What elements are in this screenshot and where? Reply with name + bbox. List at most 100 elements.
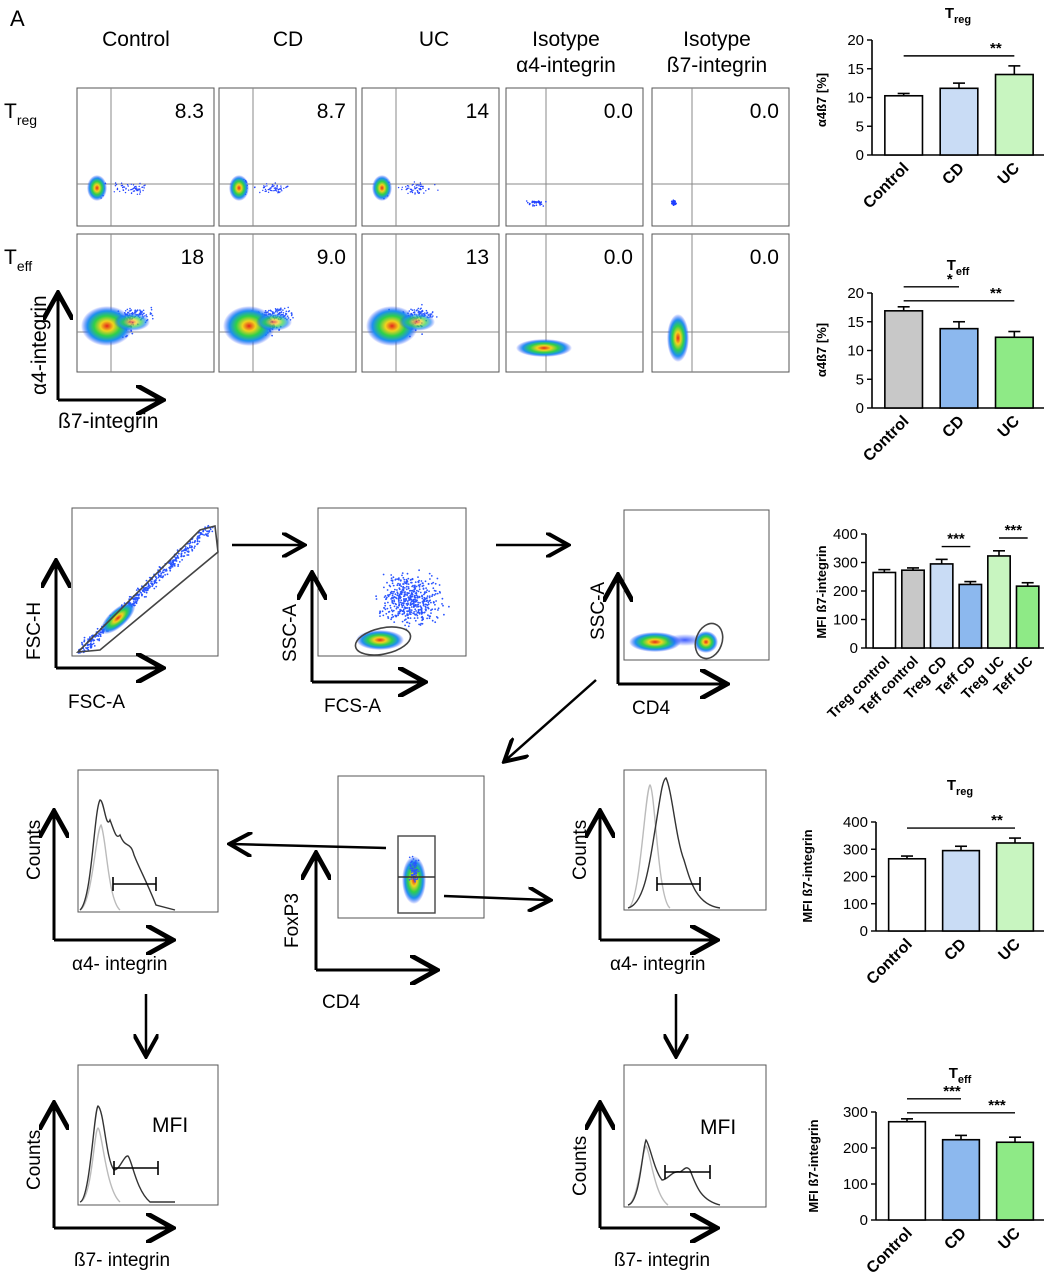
density-core xyxy=(87,175,107,201)
significance-label: *** xyxy=(947,531,965,548)
bar-chart-4: 0 100 200 300 MFI ß7-integrin Teff Control CD UC… xyxy=(806,1065,1044,1277)
y-tick-label: 5 xyxy=(856,118,864,135)
bar xyxy=(1015,585,1040,649)
y-axis-title: α4ß7 [%] xyxy=(814,323,829,377)
hist-right-beta7 xyxy=(623,1064,767,1208)
y-tick-label: 10 xyxy=(847,343,864,360)
y-tick-label: 100 xyxy=(843,1176,868,1193)
arrow-to-right-hist xyxy=(443,896,548,900)
histogram-curve xyxy=(627,1145,669,1206)
category-label: UC xyxy=(995,412,1024,441)
hist-left-beta7 xyxy=(77,1064,219,1206)
y-tick-label: 20 xyxy=(847,285,864,302)
bar-chart-0: 0 5 10 15 20 α4ß7 [%] Treg Control CD UC ** xyxy=(814,5,1044,212)
y-tick-label: 10 xyxy=(847,90,864,107)
y-tick-label: 20 xyxy=(847,32,864,49)
y-axis-alpha4: α4-integrin xyxy=(28,295,51,395)
chart-title: Treg xyxy=(947,777,973,798)
y-axis-label-counts: Counts xyxy=(570,1136,591,1196)
bar xyxy=(987,555,1011,649)
quadrant-percentage: 0.0 xyxy=(604,246,633,269)
flow-plots-top: 8.3 8.7 14 0.0 0.0 18 9.0 13 0.0 0.0 xyxy=(76,87,790,373)
plot-frame xyxy=(623,1064,767,1208)
category-label: Control xyxy=(860,413,912,465)
bar xyxy=(884,310,924,409)
y-axis-title: MFI ß7-integrin xyxy=(814,545,829,638)
density-core xyxy=(516,339,572,357)
plot-frame xyxy=(651,233,790,373)
plot-frame xyxy=(361,87,500,227)
bar xyxy=(887,1120,927,1221)
quadrant-percentage: 0.0 xyxy=(750,246,779,269)
plot-frame xyxy=(218,233,357,373)
col-header-isotype-b: Isotype xyxy=(683,28,751,51)
bar xyxy=(995,1141,1035,1221)
histogram-curve xyxy=(627,777,721,909)
plot-frame xyxy=(77,1064,219,1206)
x-axis-label: CD4 xyxy=(632,698,670,719)
col-header-control: Control xyxy=(102,28,170,51)
y-axis-title: MFI ß7-integrin xyxy=(800,829,815,922)
y-tick-label: 100 xyxy=(843,896,868,913)
x-axis-label: FCS-A xyxy=(324,696,381,717)
gate-polygon xyxy=(75,524,219,653)
bar-chart-3: 0 100 200 300 400 MFI ß7-integrin Treg Control C… xyxy=(800,777,1044,988)
y-tick-label: 15 xyxy=(847,61,864,78)
plot-frame xyxy=(71,507,219,657)
y-tick-label: 0 xyxy=(860,1212,868,1229)
arrow-cd4-to-foxp3 xyxy=(506,679,597,760)
significance-label: *** xyxy=(988,1097,1006,1114)
density-core xyxy=(667,314,689,362)
gate-box xyxy=(397,835,436,914)
category-label: CD xyxy=(941,1225,969,1253)
x-axis-label-alpha4: α4- integrin xyxy=(610,954,705,975)
bar xyxy=(872,571,897,649)
y-axis-label: SSC-A xyxy=(588,582,609,640)
histogram-curve xyxy=(79,1127,121,1203)
flow-plot-treg-1: 8.7 xyxy=(218,87,357,227)
x-axis-label-beta7: ß7- integrin xyxy=(74,1250,170,1271)
significance-label: * xyxy=(947,271,953,288)
y-tick-label: 300 xyxy=(833,555,858,572)
flow-plot-teff-1: 9.0 xyxy=(218,233,357,373)
significance-label: ** xyxy=(990,40,1002,57)
category-label: Control xyxy=(860,160,912,212)
flow-plot-teff-4: 0.0 xyxy=(651,233,790,373)
density-core xyxy=(372,175,392,201)
mfi-label: MFI xyxy=(152,1114,188,1137)
density-core xyxy=(100,601,136,635)
bar xyxy=(939,87,979,156)
category-label: CD xyxy=(939,413,967,441)
significance-label: ** xyxy=(990,285,1002,302)
bar xyxy=(929,563,954,649)
panel-label: A xyxy=(10,6,25,31)
y-tick-label: 200 xyxy=(843,1140,868,1157)
col-header-isotype-b-target: ß7-integrin xyxy=(667,54,767,77)
y-axis-label-counts: Counts xyxy=(570,820,591,880)
histogram-curve xyxy=(627,783,671,909)
flow-plot-treg-0: 8.3 xyxy=(76,87,215,227)
quadrant-percentage: 13 xyxy=(466,246,489,269)
significance-label: *** xyxy=(943,1083,961,1100)
flow-plot-treg-2: 14 xyxy=(361,87,500,227)
significance-label: ** xyxy=(991,812,1003,829)
y-axis-label-counts: Counts xyxy=(24,1130,45,1190)
flow-plot-teff-2: 13 xyxy=(361,233,500,373)
y-tick-label: 200 xyxy=(833,583,858,600)
gate-cd4-plot: SSC-A CD4 xyxy=(588,509,770,719)
bar xyxy=(994,73,1034,156)
significance-label: *** xyxy=(1005,522,1023,539)
y-axis-title: MFI ß7-integrin xyxy=(806,1119,821,1212)
category-label: UC xyxy=(995,1224,1024,1253)
category-label: UC xyxy=(995,159,1024,188)
y-tick-label: 0 xyxy=(856,400,864,417)
plot-frame xyxy=(361,233,500,373)
quadrant-percentage: 14 xyxy=(466,100,490,123)
bar xyxy=(958,583,983,649)
gate-ellipse xyxy=(354,626,412,656)
col-header-isotype-a-target: α4-integrin xyxy=(516,54,616,77)
y-tick-label: 15 xyxy=(847,314,864,331)
bar xyxy=(939,327,979,409)
row-label-teff: Teff xyxy=(4,246,32,274)
